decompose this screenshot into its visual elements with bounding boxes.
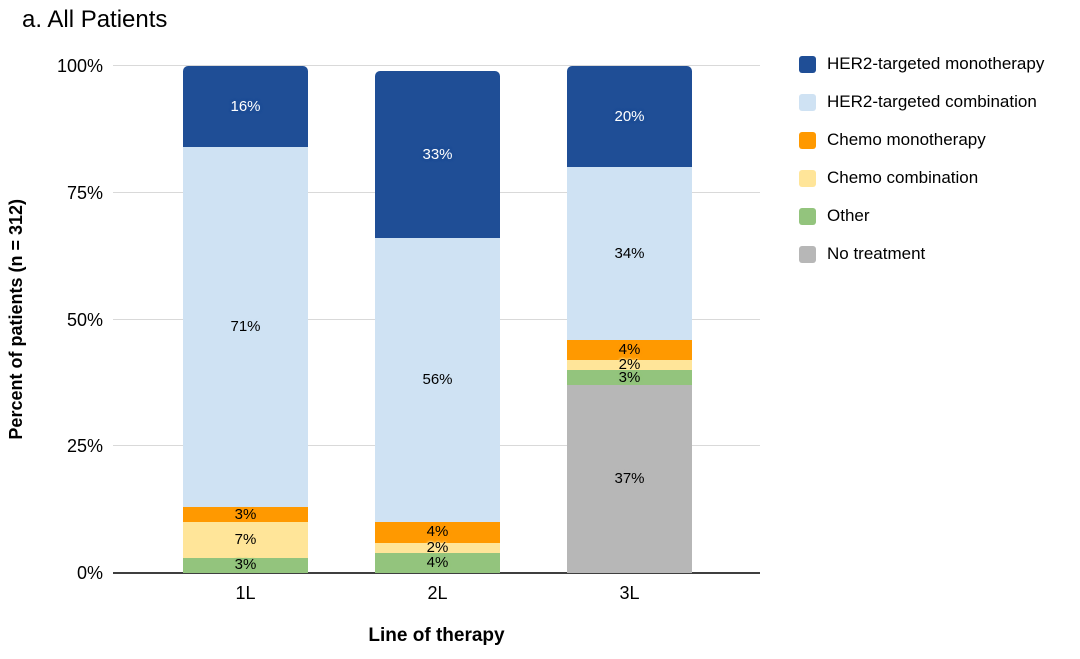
y-tick-label: 100% (56, 56, 103, 76)
chart-title: a. All Patients (22, 6, 168, 33)
x-tick-label-1L: 1L (235, 583, 256, 603)
bar-value-label: 71% (230, 318, 261, 336)
bar-value-label: 16% (230, 97, 261, 115)
bar-1L: 16% 71% 3% 7% 3% (183, 66, 308, 573)
legend-swatch-icon (799, 207, 816, 225)
legend-label: HER2-targeted combination (827, 92, 1037, 111)
x-axis-title: Line of therapy (368, 625, 505, 646)
legend-label: Chemo monotherapy (827, 130, 986, 149)
bar-segment: 37% (567, 385, 692, 573)
plot-area: 16% 71% 3% 7% 3% 33% 56% 4% 2% 4% 20% 34% 4% 2% 3% 37% (113, 65, 760, 574)
legend-item: HER2-targeted monotherapy (799, 55, 1044, 73)
bar-value-label: 4% (426, 523, 449, 541)
bar-2L: 33% 56% 4% 2% 4% (375, 71, 500, 573)
bar-segment: 2% (375, 539, 500, 555)
bar-segment: 3% (183, 505, 308, 523)
bar-value-label: 4% (426, 553, 449, 571)
bar-segment: 4% (375, 522, 500, 543)
bar-segment: 16% (183, 66, 308, 148)
y-axis-title-wrap: Percent of patients (n = 312) (6, 66, 27, 573)
y-tick-label: 75% (66, 182, 103, 203)
bar-value-label: 20% (614, 107, 645, 125)
legend-swatch-icon (799, 169, 816, 187)
legend-label: No treatment (827, 244, 926, 263)
bar-segment: 20% (567, 66, 692, 168)
bar-value-label: 4% (618, 340, 641, 358)
legend-label: HER2-targeted monotherapy (827, 54, 1045, 73)
bar-value-label: 3% (618, 368, 641, 386)
bar-value-label: 37% (614, 470, 645, 488)
legend-label: Other (827, 206, 870, 225)
y-tick-label: 25% (66, 436, 103, 457)
bar-segment: 3% (183, 556, 308, 574)
bar-segment: 4% (375, 552, 500, 573)
bar-value-label: 34% (614, 244, 645, 262)
legend-item: HER2-targeted combination (799, 93, 1044, 111)
bar-segment: 56% (375, 238, 500, 523)
legend-swatch-icon (799, 93, 816, 111)
gridline-100% (113, 65, 760, 66)
legend: HER2-targeted monotherapy HER2-targeted c… (799, 55, 1044, 283)
bar-segment: 3% (567, 368, 692, 386)
legend-item: Chemo combination (799, 169, 1044, 187)
bar-segment: 71% (183, 147, 308, 508)
legend-swatch-icon (799, 55, 816, 73)
legend-item: Chemo monotherapy (799, 131, 1044, 149)
x-tick-label-2L: 2L (427, 583, 448, 603)
bar-value-label: 3% (234, 505, 257, 523)
y-tick-label: 50% (66, 309, 103, 330)
legend-swatch-icon (799, 245, 816, 263)
bar-segment: 7% (183, 522, 308, 558)
bar-segment: 34% (567, 167, 692, 340)
bar-value-label: 56% (422, 371, 453, 389)
bar-segment: 2% (567, 357, 692, 373)
bar-value-label: 7% (234, 531, 257, 549)
bar-3L: 20% 34% 4% 2% 3% 37% (567, 66, 692, 573)
x-axis-line (113, 572, 760, 574)
bar-segment: 4% (567, 339, 692, 361)
legend-label: Chemo combination (827, 168, 979, 187)
legend-item: No treatment (799, 245, 1044, 263)
bar-value-label: 33% (422, 145, 453, 163)
legend-item: Other (799, 207, 1044, 225)
legend-swatch-icon (799, 131, 816, 149)
x-tick-label-3L: 3L (619, 583, 640, 603)
bar-value-label: 3% (234, 556, 257, 574)
y-axis-title: Percent of patients (n = 312) (6, 199, 26, 440)
y-tick-label: 0% (76, 563, 103, 583)
bar-segment: 33% (375, 71, 500, 239)
